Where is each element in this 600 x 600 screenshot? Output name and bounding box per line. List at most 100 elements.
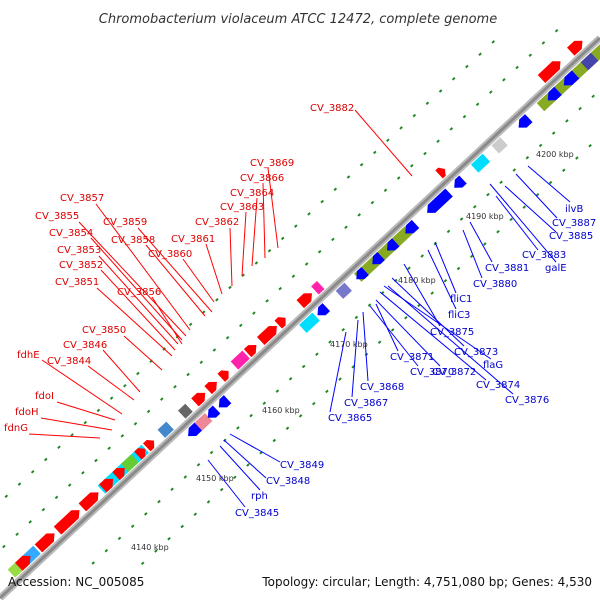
gc-dot	[562, 168, 566, 173]
leader-line	[362, 311, 369, 382]
gc-dot	[267, 248, 272, 253]
gc-dot	[551, 131, 556, 135]
gc-dot	[473, 205, 477, 209]
gc-dot	[57, 445, 61, 449]
genome-backbone	[0, 35, 600, 600]
gene-label: CV_3873	[454, 347, 498, 358]
gc-dot	[399, 126, 403, 130]
gene-label: fdoI	[35, 391, 54, 402]
forward-gene-arrow	[274, 317, 286, 329]
forward-gene-arrow	[134, 448, 146, 460]
gc-dot	[423, 151, 427, 156]
leader-line	[219, 445, 261, 491]
gene-label: CV_3887	[552, 218, 596, 229]
gc-dot	[215, 298, 219, 302]
leader-line	[462, 229, 483, 279]
label-leader-lines	[28, 109, 571, 508]
leader-line	[223, 439, 267, 479]
leader-line	[123, 335, 163, 371]
gene-label: fdoH	[15, 407, 39, 418]
gc-dot	[320, 199, 324, 204]
gene-label: fdhE	[17, 350, 40, 361]
leader-line	[78, 221, 187, 337]
reverse-gene-arrow	[405, 219, 420, 234]
reverse-gene-labels: ilvB CV_3887 CV_3885 CV_3883 galE CV_388…	[235, 204, 596, 519]
gc-dot	[212, 348, 217, 352]
gc-dot	[157, 499, 161, 504]
gc-dot	[325, 389, 329, 394]
gene-label: CV_3860	[148, 249, 192, 260]
leader-line	[489, 183, 557, 263]
gene-label: CV_3853	[57, 245, 101, 256]
leader-line	[102, 349, 141, 393]
gc-dot	[578, 106, 582, 111]
gene-label: CV_3856	[117, 287, 161, 298]
gc-dot	[312, 401, 316, 406]
gc-dot	[538, 143, 543, 148]
gene-label: CV_3859	[103, 217, 147, 228]
forward-gene-arrow	[53, 510, 80, 535]
feature-track	[7, 40, 600, 578]
leader-line	[241, 211, 247, 277]
leader-line	[375, 303, 399, 352]
gene-label: CV_3848	[266, 476, 310, 487]
leader-line	[182, 258, 215, 303]
genome-summary-text: Topology: circular; Length: 4,751,080 bp…	[261, 575, 592, 589]
gene-label: CV_3881	[485, 263, 529, 274]
gc-dot	[483, 242, 487, 246]
leader-line	[515, 173, 558, 219]
gc-dot	[30, 470, 35, 474]
gene-label: CV_3880	[473, 279, 517, 290]
gc-dot	[96, 408, 101, 413]
gene-label: CV_3876	[505, 395, 549, 406]
gc-dot	[246, 463, 250, 467]
gc-dot	[407, 266, 411, 270]
gc-dot	[575, 156, 579, 160]
leader-line	[262, 182, 266, 259]
gc-dot	[491, 40, 495, 44]
leader-line	[391, 277, 465, 347]
gene-label: CV_3844	[47, 356, 91, 367]
leader-line	[403, 263, 441, 327]
leader-line	[28, 433, 101, 439]
gc-dot	[241, 273, 245, 278]
tick-label: 4180 kbp	[398, 276, 436, 285]
leader-line	[427, 249, 457, 310]
gene-block	[299, 312, 320, 333]
gc-dot	[140, 561, 145, 566]
gene-label: CV_3866	[240, 173, 284, 184]
leader-line	[151, 296, 183, 345]
position-ticks: 4140 kbp 4150 kbp 4160 kbp 4170 kbp 4180…	[131, 150, 574, 552]
reverse-gene-arrow	[356, 266, 369, 280]
gc-dot	[183, 475, 188, 479]
gc-dot	[91, 561, 95, 565]
gc-dot	[236, 426, 240, 430]
gc-dot	[196, 463, 201, 467]
tick-label: 4150 kbp	[196, 474, 234, 483]
forward-gene-arrow	[34, 533, 55, 553]
leader-line	[329, 331, 347, 413]
leader-line	[434, 241, 457, 294]
gc-dot	[430, 291, 434, 295]
gc-dot	[331, 237, 335, 242]
gene-label: CV_3882	[310, 103, 354, 114]
leader-line	[100, 269, 176, 351]
leader-line	[379, 291, 487, 381]
gene-label: ilvB	[565, 204, 583, 215]
gc-dot	[298, 414, 303, 418]
gc-dot	[456, 266, 461, 271]
gc-dot	[209, 450, 214, 455]
gc-dot	[173, 385, 177, 389]
reverse-gene-arrow	[372, 251, 385, 265]
accession-text: Accession: NC_005085	[8, 575, 144, 589]
gc-dot	[386, 138, 390, 142]
leader-line	[504, 185, 557, 233]
gc-dot	[496, 229, 500, 234]
gc-dot	[528, 53, 533, 57]
gc-dot	[144, 512, 148, 516]
gc-dot	[425, 101, 430, 106]
leader-line	[267, 167, 279, 249]
gene-label: CV_3885	[549, 231, 593, 242]
gc-dot	[509, 217, 513, 222]
gene-label: CV_3875	[430, 327, 474, 338]
